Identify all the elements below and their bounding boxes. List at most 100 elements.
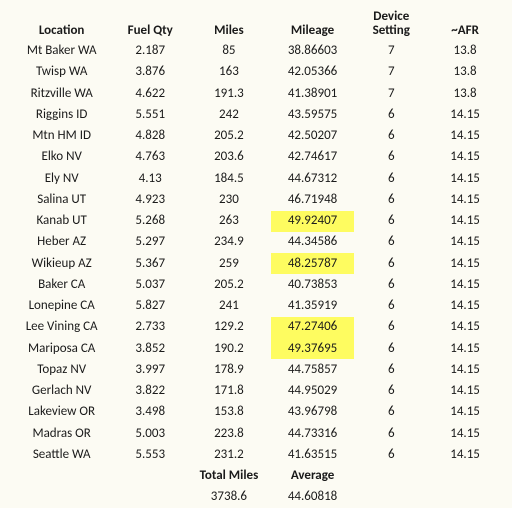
cell-afr: 14.15 — [428, 232, 502, 253]
cell-miles: 259 — [187, 253, 271, 274]
cell-mileage: 48.25787 — [271, 253, 355, 274]
cell-location: Wikieup AZ — [10, 253, 113, 274]
cell-fuel-qty: 4.923 — [113, 189, 187, 210]
cell-afr: 14.15 — [428, 317, 502, 338]
cell-fuel-qty: 4.13 — [113, 168, 187, 189]
cell-fuel-qty: 2.733 — [113, 317, 187, 338]
cell-mileage: 44.34586 — [271, 232, 355, 253]
cell-device-setting: 6 — [354, 211, 428, 232]
table-row: Lee Vining CA2.733129.247.27406614.15 — [10, 317, 502, 338]
cell-afr: 14.15 — [428, 147, 502, 168]
table-row: Lonepine CA5.82724141.35919614.15 — [10, 296, 502, 317]
total-miles-label: Total Miles — [187, 466, 271, 487]
cell-location: Lakeview OR — [10, 402, 113, 423]
cell-mileage: 44.95029 — [271, 381, 355, 402]
cell-location: Lonepine CA — [10, 296, 113, 317]
mileage-table: Location Fuel Qty Miles Mileage Device S… — [10, 8, 502, 508]
cell-fuel-qty: 3.498 — [113, 402, 187, 423]
table-row: Seattle WA5.553231.241.63515614.15 — [10, 444, 502, 465]
cell-mileage: 41.35919 — [271, 296, 355, 317]
table-row: Kanab UT5.26826349.92407614.15 — [10, 211, 502, 232]
cell-mileage: 42.74617 — [271, 147, 355, 168]
cell-afr: 14.15 — [428, 274, 502, 295]
cell-afr: 14.15 — [428, 253, 502, 274]
cell-fuel-qty: 4.763 — [113, 147, 187, 168]
table-row: Elko NV4.763203.642.74617614.15 — [10, 147, 502, 168]
cell-mileage: 44.75857 — [271, 359, 355, 380]
cell-location: Topaz NV — [10, 359, 113, 380]
cell-miles: 85 — [187, 41, 271, 62]
cell-miles: 230 — [187, 189, 271, 210]
cell-fuel-qty: 5.551 — [113, 104, 187, 125]
cell-afr: 13.8 — [428, 83, 502, 104]
average-label: Average — [271, 466, 355, 487]
cell-miles: 153.8 — [187, 402, 271, 423]
cell-device-setting: 6 — [354, 444, 428, 465]
cell-fuel-qty: 4.622 — [113, 83, 187, 104]
cell-miles: 234.9 — [187, 232, 271, 253]
table-row: Riggins ID5.55124243.59575614.15 — [10, 104, 502, 125]
cell-location: Baker CA — [10, 274, 113, 295]
cell-miles: 223.8 — [187, 423, 271, 444]
cell-miles: 190.2 — [187, 338, 271, 359]
cell-mileage: 44.67312 — [271, 168, 355, 189]
cell-device-setting: 6 — [354, 126, 428, 147]
cell-miles: 205.2 — [187, 126, 271, 147]
cell-mileage: 49.37695 — [271, 338, 355, 359]
cell-location: Twisp WA — [10, 62, 113, 83]
cell-miles: 184.5 — [187, 168, 271, 189]
cell-miles: 242 — [187, 104, 271, 125]
cell-device-setting: 7 — [354, 83, 428, 104]
cell-location: Kanab UT — [10, 211, 113, 232]
table-row: Wikieup AZ5.36725948.25787614.15 — [10, 253, 502, 274]
cell-miles: 178.9 — [187, 359, 271, 380]
cell-fuel-qty: 4.828 — [113, 126, 187, 147]
table-row: Heber AZ5.297234.944.34586614.15 — [10, 232, 502, 253]
cell-fuel-qty: 5.827 — [113, 296, 187, 317]
cell-mileage: 49.92407 — [271, 211, 355, 232]
cell-location: Heber AZ — [10, 232, 113, 253]
table-row: Mariposa CA3.852190.249.37695614.15 — [10, 338, 502, 359]
table-header: Location Fuel Qty Miles Mileage Device S… — [10, 8, 502, 41]
cell-miles: 171.8 — [187, 381, 271, 402]
cell-mileage: 42.50207 — [271, 126, 355, 147]
cell-location: Seattle WA — [10, 444, 113, 465]
cell-afr: 14.15 — [428, 423, 502, 444]
table-footer: Total Miles Average 3738.6 44.60818 — [10, 466, 502, 508]
cell-device-setting: 6 — [354, 338, 428, 359]
cell-fuel-qty: 5.367 — [113, 253, 187, 274]
cell-miles: 203.6 — [187, 147, 271, 168]
cell-miles: 129.2 — [187, 317, 271, 338]
cell-fuel-qty: 5.553 — [113, 444, 187, 465]
cell-fuel-qty: 3.876 — [113, 62, 187, 83]
table-row: Gerlach NV3.822171.844.95029614.15 — [10, 381, 502, 402]
table-row: Salina UT4.92323046.71948614.15 — [10, 189, 502, 210]
cell-miles: 231.2 — [187, 444, 271, 465]
cell-afr: 14.15 — [428, 402, 502, 423]
cell-fuel-qty: 5.037 — [113, 274, 187, 295]
cell-miles: 163 — [187, 62, 271, 83]
cell-afr: 14.15 — [428, 381, 502, 402]
cell-fuel-qty: 3.822 — [113, 381, 187, 402]
cell-mileage: 43.59575 — [271, 104, 355, 125]
col-device-setting: Device Setting — [354, 8, 428, 41]
table-row: Baker CA5.037205.240.73853614.15 — [10, 274, 502, 295]
col-mileage: Mileage — [271, 8, 355, 41]
col-miles: Miles — [187, 8, 271, 41]
cell-device-setting: 7 — [354, 41, 428, 62]
cell-fuel-qty: 3.997 — [113, 359, 187, 380]
cell-mileage: 42.05366 — [271, 62, 355, 83]
cell-mileage: 41.38901 — [271, 83, 355, 104]
cell-location: Mtn HM ID — [10, 126, 113, 147]
cell-afr: 14.15 — [428, 211, 502, 232]
col-fuel-qty: Fuel Qty — [113, 8, 187, 41]
cell-device-setting: 6 — [354, 189, 428, 210]
cell-mileage: 46.71948 — [271, 189, 355, 210]
cell-device-setting: 6 — [354, 381, 428, 402]
table-row: Ritzville WA4.622191.341.38901713.8 — [10, 83, 502, 104]
cell-miles: 263 — [187, 211, 271, 232]
cell-device-setting: 6 — [354, 274, 428, 295]
cell-afr: 14.15 — [428, 104, 502, 125]
cell-mileage: 47.27406 — [271, 317, 355, 338]
table-row: Ely NV4.13184.544.67312614.15 — [10, 168, 502, 189]
